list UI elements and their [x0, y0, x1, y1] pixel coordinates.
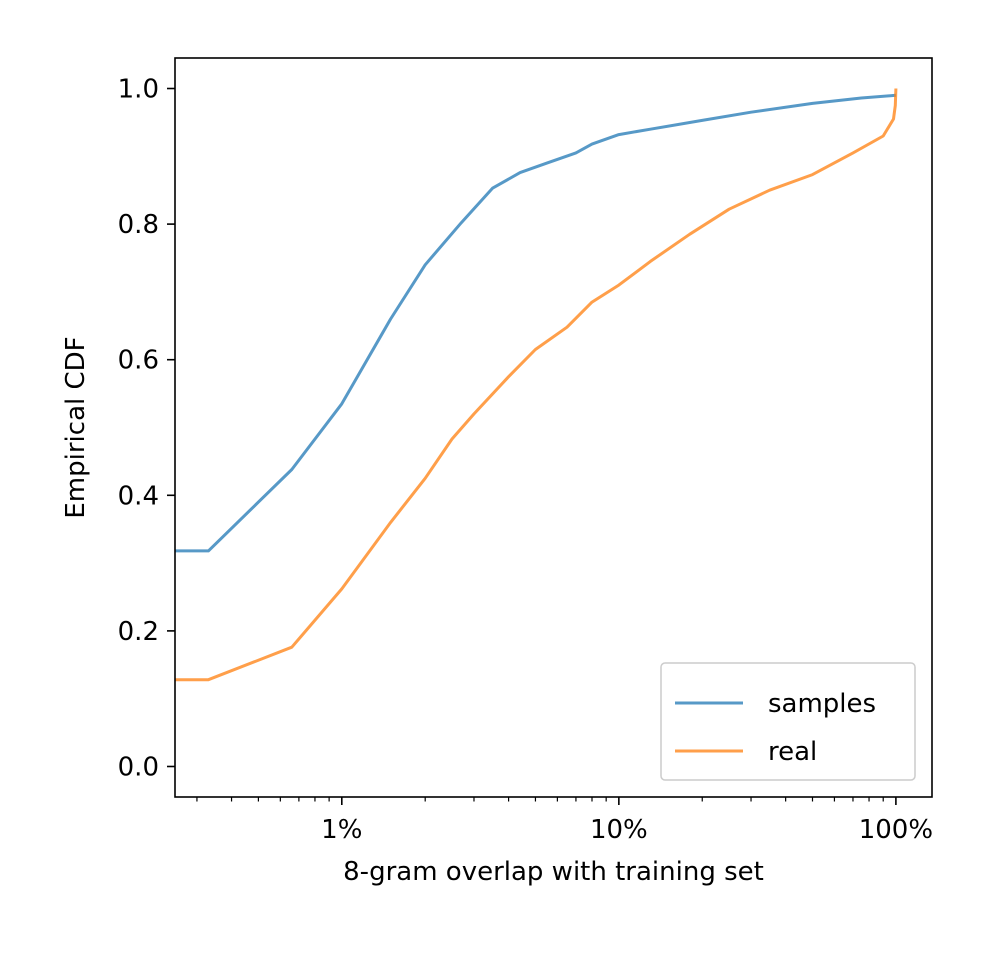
x-tick-label: 1%: [321, 815, 362, 845]
y-axis-label: Empirical CDF: [61, 336, 91, 518]
legend: samples real: [660, 662, 916, 781]
y-tick-label: 0.6: [118, 346, 159, 376]
series-line-samples: [175, 93, 897, 553]
y-axis-ticks: 0.0 0.2 0.4 0.6 0.8 1.0: [118, 75, 175, 782]
x-tick-label: 100%: [859, 815, 933, 845]
y-tick-label: 1.0: [118, 75, 159, 105]
series-line-real: [175, 88, 898, 682]
x-axis-ticks: 1% 10% 100%: [196, 797, 933, 845]
legend-label-samples: samples: [768, 689, 876, 719]
y-tick-label: 0.4: [118, 481, 159, 511]
series-layer: [175, 88, 898, 682]
y-tick-label: 0.8: [118, 210, 159, 240]
x-axis-label: 8-gram overlap with training set: [343, 857, 764, 887]
plot-frame: [174, 57, 933, 798]
x-tick-label: 10%: [590, 815, 648, 845]
y-tick-label: 0.0: [118, 752, 159, 782]
legend-label-real: real: [768, 737, 817, 767]
y-tick-label: 0.2: [118, 617, 159, 647]
